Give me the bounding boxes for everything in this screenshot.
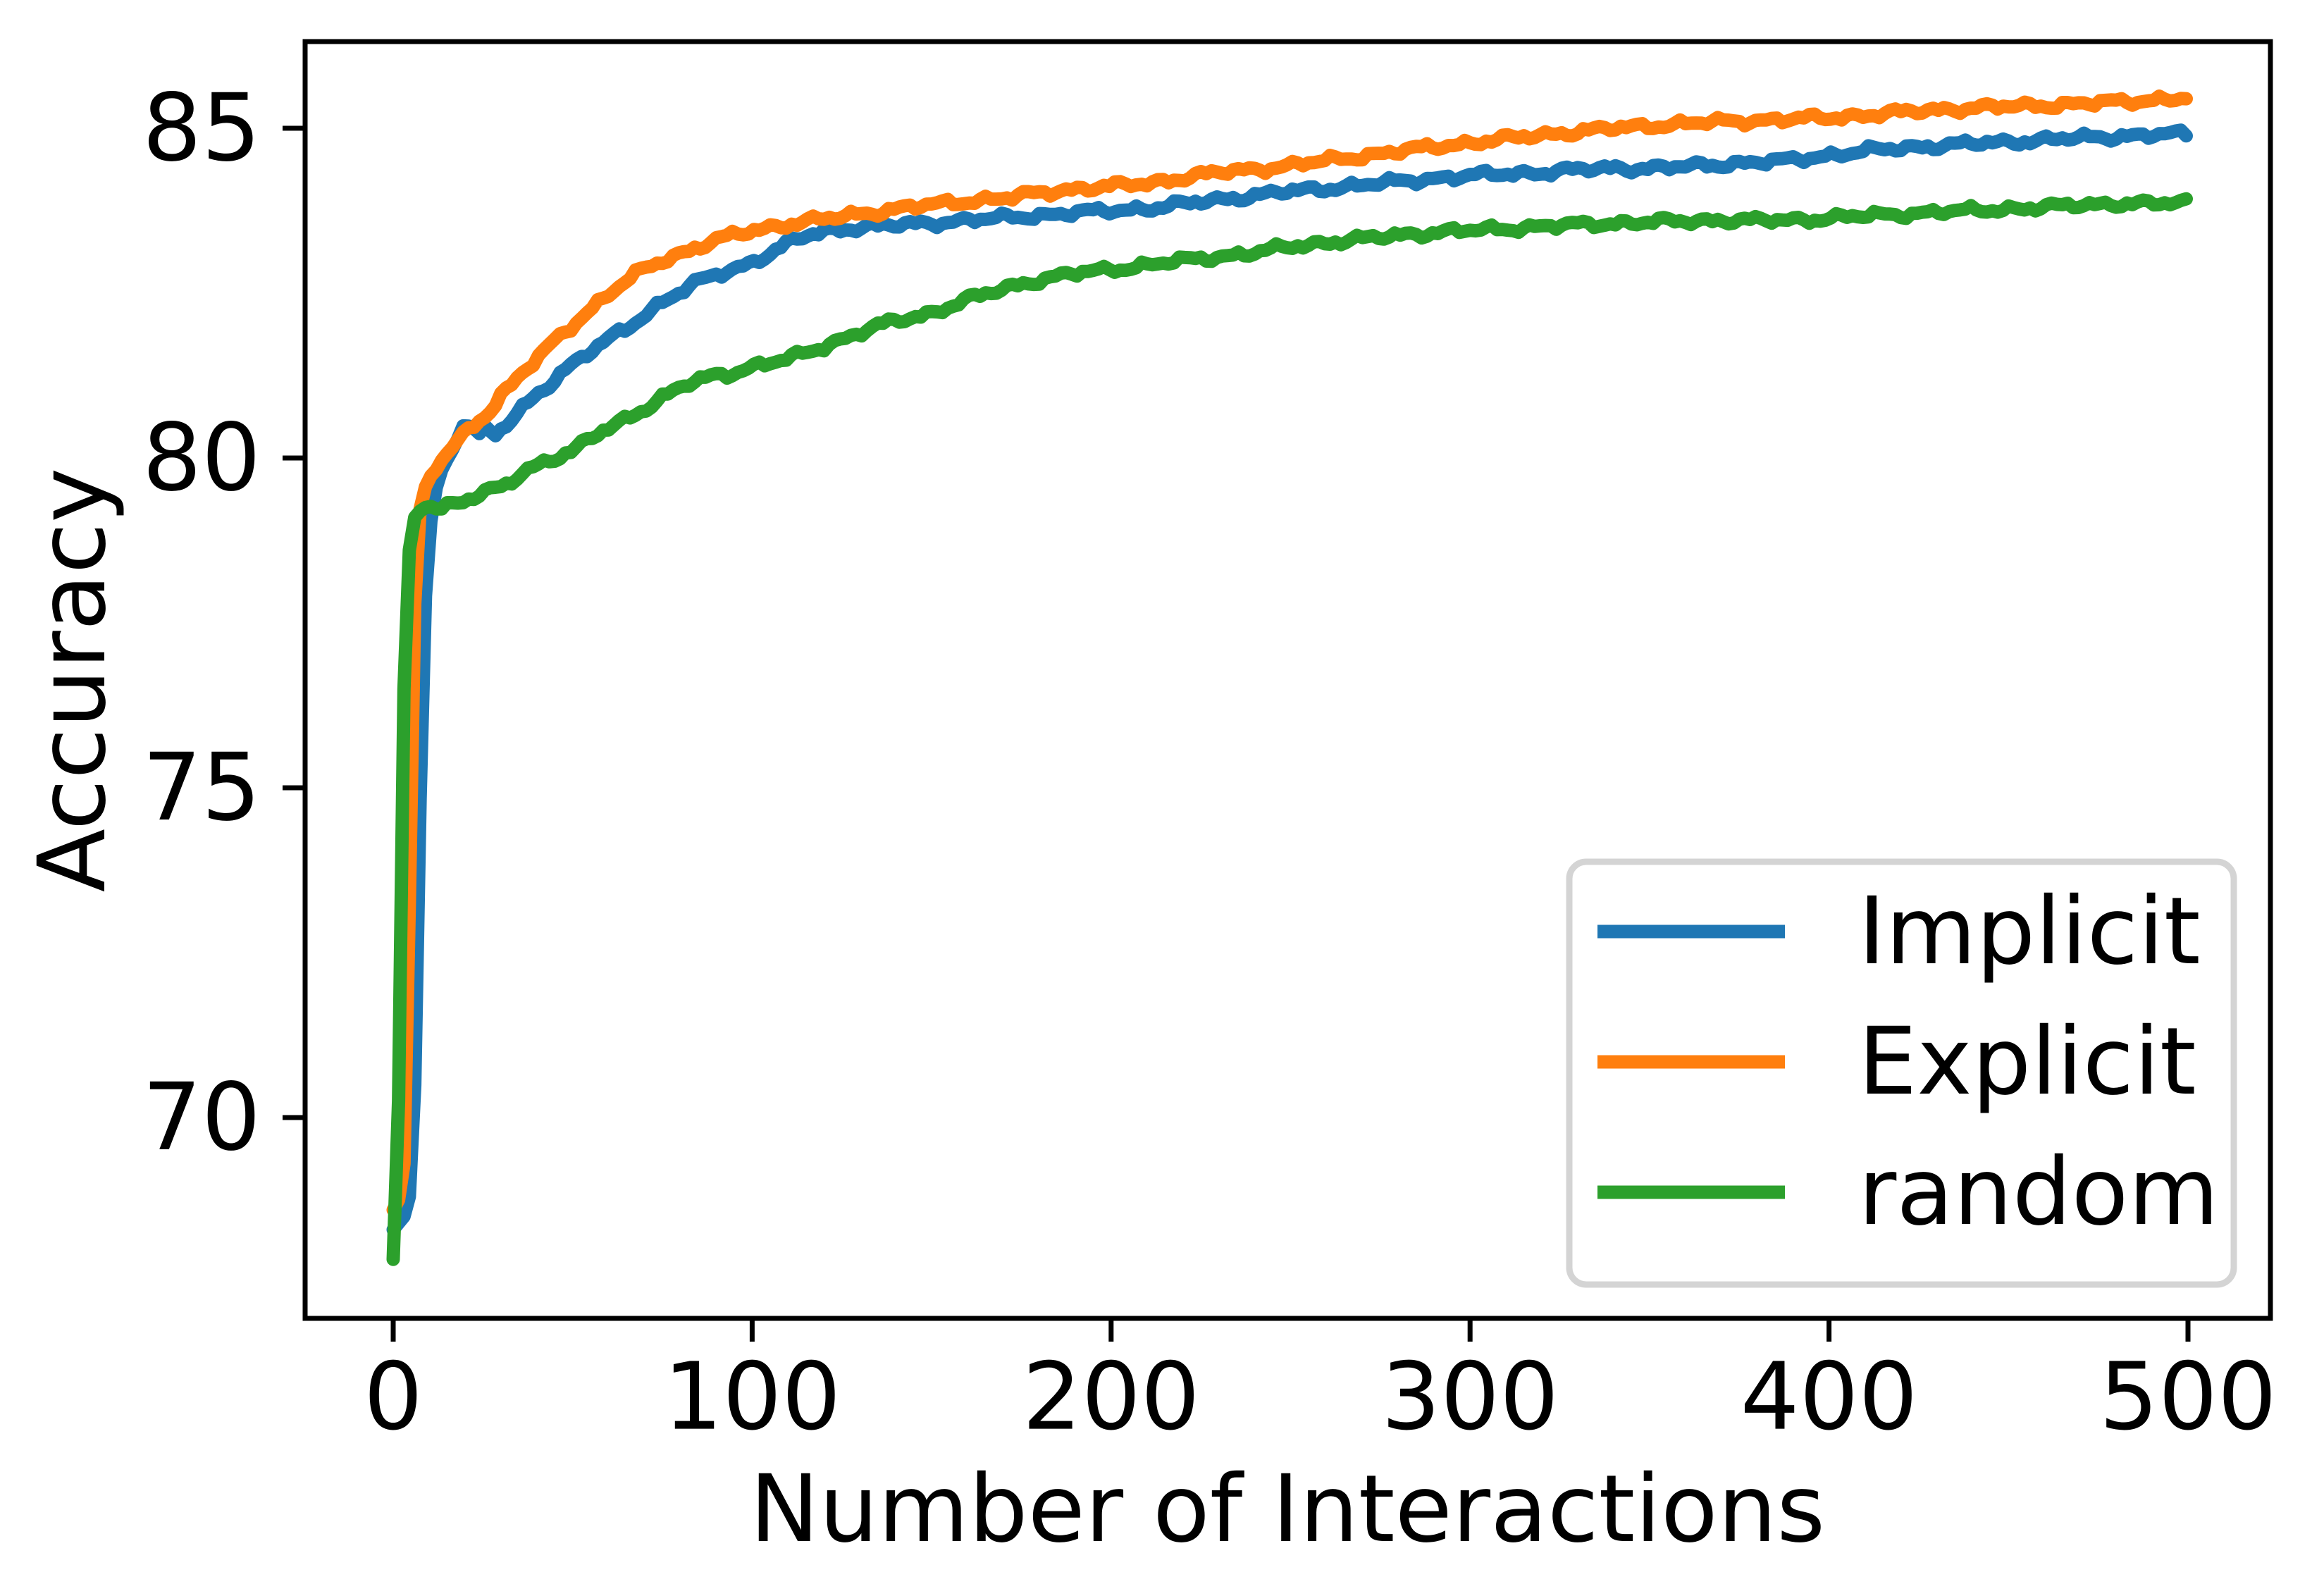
x-axis-tick-label: 400 bbox=[1741, 1343, 1918, 1452]
x-axis-tick-label: 500 bbox=[2099, 1343, 2277, 1452]
legend-label-implicit: Implicit bbox=[1858, 877, 2201, 986]
legend-box bbox=[1566, 858, 2237, 1288]
y-axis-label: Accuracy bbox=[18, 468, 127, 893]
axes-frame bbox=[302, 39, 2273, 1321]
y-axis-tick-label: 85 bbox=[142, 74, 261, 183]
series-line-implicit bbox=[386, 123, 2193, 1237]
plot-area: 0 100 200 300 400 500 70 75 80 85 bbox=[142, 74, 2277, 1452]
x-axis-tick-label: 200 bbox=[1022, 1343, 1200, 1452]
legend: Implicit Explicit random bbox=[1566, 858, 2237, 1288]
x-axis-tick-label: 0 bbox=[364, 1343, 423, 1452]
x-axis-tick-label: 100 bbox=[663, 1343, 841, 1452]
series-line-random bbox=[386, 192, 2193, 1266]
y-axis-tick-label: 80 bbox=[142, 404, 261, 512]
series-line-explicit bbox=[386, 89, 2193, 1217]
legend-label-explicit: Explicit bbox=[1858, 1008, 2196, 1116]
legend-label-random: random bbox=[1858, 1138, 2219, 1247]
x-axis-label: Number of Interactions bbox=[750, 1455, 1825, 1564]
y-axis-tick-label: 70 bbox=[142, 1063, 261, 1172]
y-axis-tick-label: 75 bbox=[142, 734, 261, 842]
x-axis-tick-label: 300 bbox=[1381, 1343, 1559, 1452]
